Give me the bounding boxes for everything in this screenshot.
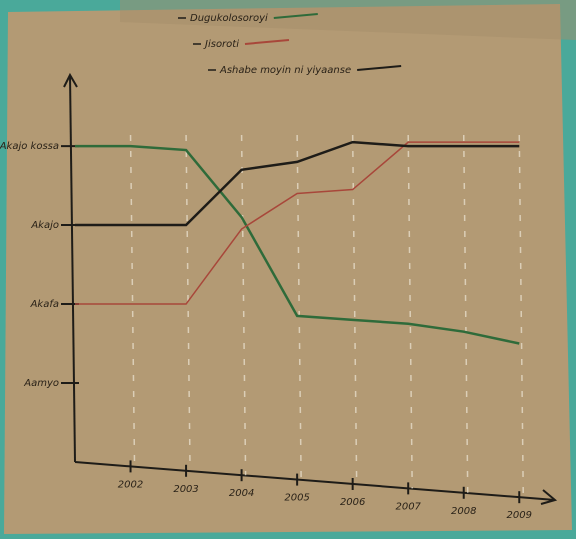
grid-line <box>518 134 525 498</box>
legend-swatch <box>244 39 290 45</box>
y-axis-arrow <box>63 72 78 88</box>
series-line <box>75 144 520 345</box>
x-tick-label: 2002 <box>118 479 143 490</box>
x-tick-label: 2007 <box>395 501 421 512</box>
y-tick-label: Akafa <box>30 299 59 310</box>
y-tick-label: Akajo <box>30 220 59 231</box>
x-tick-label: 2004 <box>229 488 254 499</box>
paper <box>4 4 572 534</box>
legend-label: Jisoroti <box>203 39 239 50</box>
x-tick-label: 2003 <box>173 484 198 495</box>
legend-swatch <box>357 65 402 71</box>
legend-swatch <box>273 13 318 19</box>
grid-line <box>407 134 413 489</box>
x-axis-arrow <box>540 489 558 505</box>
x-tick-label: 2008 <box>451 506 476 517</box>
x-axis <box>74 461 556 501</box>
y-axis <box>69 74 76 463</box>
x-tick-label: 2006 <box>340 497 365 508</box>
x-tick-label: 2005 <box>284 493 309 504</box>
legend-label: Ashabe moyin ni yiyaanse <box>219 65 351 76</box>
grid-line <box>351 134 358 484</box>
x-tick-label: 2009 <box>507 510 532 521</box>
grid-line <box>129 134 136 467</box>
legend-label: Dugukolosoroyi <box>190 13 268 24</box>
series-line <box>75 141 520 305</box>
paper-fold <box>120 0 576 40</box>
series-line <box>75 140 520 227</box>
y-tick-label: Aamyo <box>23 378 59 389</box>
grid-line <box>462 134 469 493</box>
y-tick-label: Akajo kossa <box>0 141 59 152</box>
